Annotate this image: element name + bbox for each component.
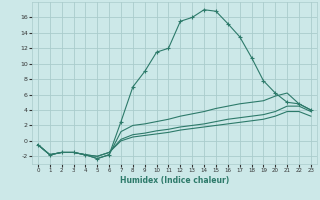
X-axis label: Humidex (Indice chaleur): Humidex (Indice chaleur)	[120, 176, 229, 185]
